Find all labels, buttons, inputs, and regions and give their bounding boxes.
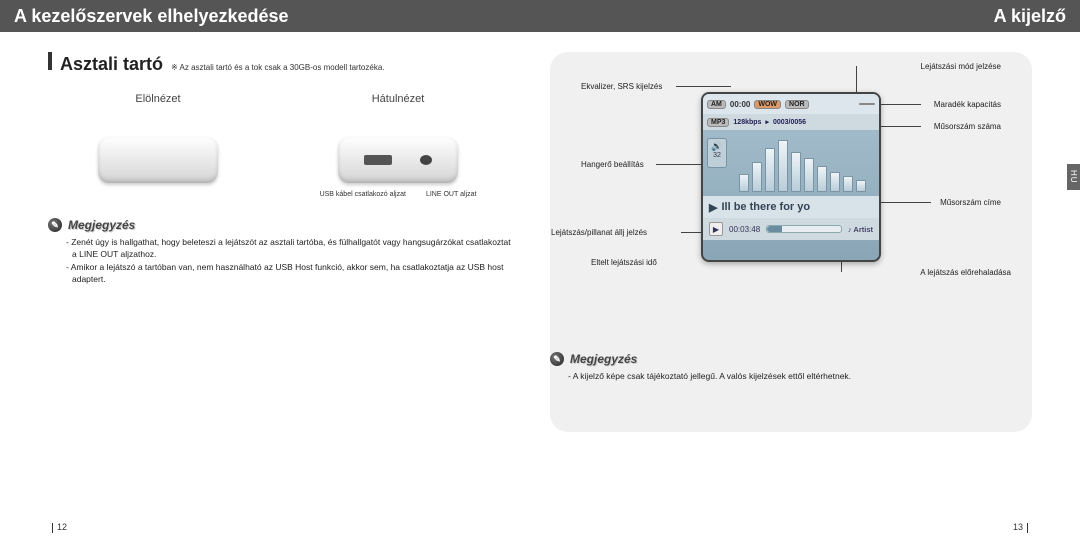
eq-bar bbox=[804, 158, 814, 192]
left-note-item: Zenét úgy is hallgathat, hogy beleteszi … bbox=[66, 236, 516, 261]
callout-track-count: Műsorszám száma bbox=[934, 122, 1001, 131]
section-title: Asztali tartó bbox=[60, 54, 163, 75]
left-note-item: Amikor a lejátszó a tartóban van, nem ha… bbox=[66, 261, 516, 286]
rear-view: Hátulnézet USB kábel csatlakozó aljzat L… bbox=[308, 93, 488, 198]
front-view-label: Elölnézet bbox=[68, 93, 248, 105]
eq-bar bbox=[830, 172, 840, 192]
language-tab: HU bbox=[1067, 164, 1080, 190]
elapsed-time: 00:03:48 bbox=[729, 225, 760, 234]
note-icon: ✎ bbox=[48, 218, 62, 232]
left-page: Asztali tartó ※ Az asztali tartó és a to… bbox=[0, 32, 540, 509]
bitrate: 128kbps bbox=[733, 119, 761, 126]
eq-bar bbox=[765, 148, 775, 192]
callout-elapsed: Eltelt lejátszási idő bbox=[591, 258, 657, 267]
callout-volume: Hangerő beállítás bbox=[581, 160, 644, 169]
play-icon: ▶ bbox=[709, 201, 717, 214]
section-bar-icon bbox=[48, 52, 52, 70]
section-availability-note: ※ Az asztali tartó és a tok csak a 30GB-… bbox=[171, 63, 384, 72]
player-screen: AM 00:00 WOW NOR MP3 128kbps ▸ 0003/0056… bbox=[701, 92, 881, 262]
display-diagram: Ekvalizer, SRS kijelzés Lejátszási mód j… bbox=[581, 52, 1001, 312]
eq-bar bbox=[817, 166, 827, 192]
eq-bar bbox=[739, 174, 749, 192]
eq-bar bbox=[791, 152, 801, 192]
left-note-block: ✎ Megjegyzés Zenét úgy is hallgathat, ho… bbox=[48, 218, 516, 285]
eq-bar bbox=[843, 176, 853, 192]
callout-play-mode: Lejátszási mód jelzése bbox=[921, 62, 1001, 71]
artist-label: ♪ Artist bbox=[848, 225, 873, 234]
title-left: A kezelőszervek elhelyezkedése bbox=[14, 6, 289, 27]
eq-bar bbox=[856, 180, 866, 192]
rear-view-label: Hátulnézet bbox=[308, 93, 488, 105]
screen-bottom-bar: ▶ 00:03:48 ♪ Artist bbox=[703, 218, 879, 240]
section-heading: Asztali tartó ※ Az asztali tartó és a to… bbox=[48, 52, 516, 75]
play-pause-icon: ▶ bbox=[709, 222, 723, 236]
usb-port-label: USB kábel csatlakozó aljzat bbox=[320, 191, 406, 198]
screen-top-bar: AM 00:00 WOW NOR bbox=[703, 94, 879, 114]
left-note-list: Zenét úgy is hallgathat, hogy beleteszi … bbox=[48, 236, 516, 285]
song-title: Ill be there for yo bbox=[721, 201, 810, 213]
wow-badge: WOW bbox=[754, 100, 781, 109]
track-index: 0003/0056 bbox=[773, 119, 806, 126]
battery-icon bbox=[859, 103, 875, 105]
cradle-rear-image bbox=[333, 113, 463, 183]
volume-value: 32 bbox=[713, 152, 721, 159]
note-icon: ✎ bbox=[550, 352, 564, 366]
callout-eq-srs: Ekvalizer, SRS kijelzés bbox=[581, 82, 662, 91]
song-title-row: ▶ Ill be there for yo bbox=[703, 196, 879, 218]
title-right: A kijelző bbox=[994, 6, 1066, 27]
codec-badge: MP3 bbox=[707, 118, 729, 127]
eq-bar bbox=[778, 140, 788, 192]
cradle-front-image bbox=[93, 113, 223, 183]
am-badge: AM bbox=[707, 100, 726, 109]
page-footer: 12 13 bbox=[0, 522, 1080, 533]
eq-bar bbox=[752, 162, 762, 192]
page-right: 13 bbox=[1013, 522, 1023, 532]
front-view: Elölnézet bbox=[68, 93, 248, 198]
right-note-list: A kijelző képe csak tájékoztató jellegű.… bbox=[550, 370, 1032, 382]
progress-bar bbox=[766, 225, 842, 233]
page-left: 12 bbox=[57, 522, 67, 532]
asterisk-icon: ※ bbox=[171, 63, 178, 72]
screen-info-bar: MP3 128kbps ▸ 0003/0056 bbox=[703, 114, 879, 130]
callout-play-pause: Lejátszás/pillanat állj jelzés bbox=[551, 228, 647, 237]
callout-title: Műsorszám címe bbox=[940, 198, 1001, 207]
title-bar: A kezelőszervek elhelyezkedése A kijelző bbox=[0, 0, 1080, 32]
right-note-item: A kijelző képe csak tájékoztató jellegű.… bbox=[568, 370, 1032, 382]
speaker-icon: 🔊 bbox=[708, 141, 726, 152]
volume-box: 🔊 32 bbox=[707, 138, 727, 168]
callout-battery: Maradék kapacitás bbox=[934, 100, 1001, 109]
right-page: HU Ekvalizer, SRS kijelzés Lejátszási mó… bbox=[540, 32, 1080, 509]
clock-time: 00:00 bbox=[730, 100, 750, 109]
cradle-views: Elölnézet Hátulnézet USB kábel csatlakoz… bbox=[68, 93, 516, 198]
callout-progress: A lejátszás előrehaladása bbox=[920, 268, 1011, 277]
equalizer-area: 🔊 32 bbox=[703, 130, 879, 196]
left-note-title: Megjegyzés bbox=[68, 218, 135, 232]
lineout-port-label: LINE OUT aljzat bbox=[426, 191, 476, 198]
right-note-title: Megjegyzés bbox=[570, 352, 637, 366]
right-note-block: ✎ Megjegyzés A kijelző képe csak tájékoz… bbox=[550, 352, 1032, 382]
mode-badge: NOR bbox=[785, 100, 809, 109]
